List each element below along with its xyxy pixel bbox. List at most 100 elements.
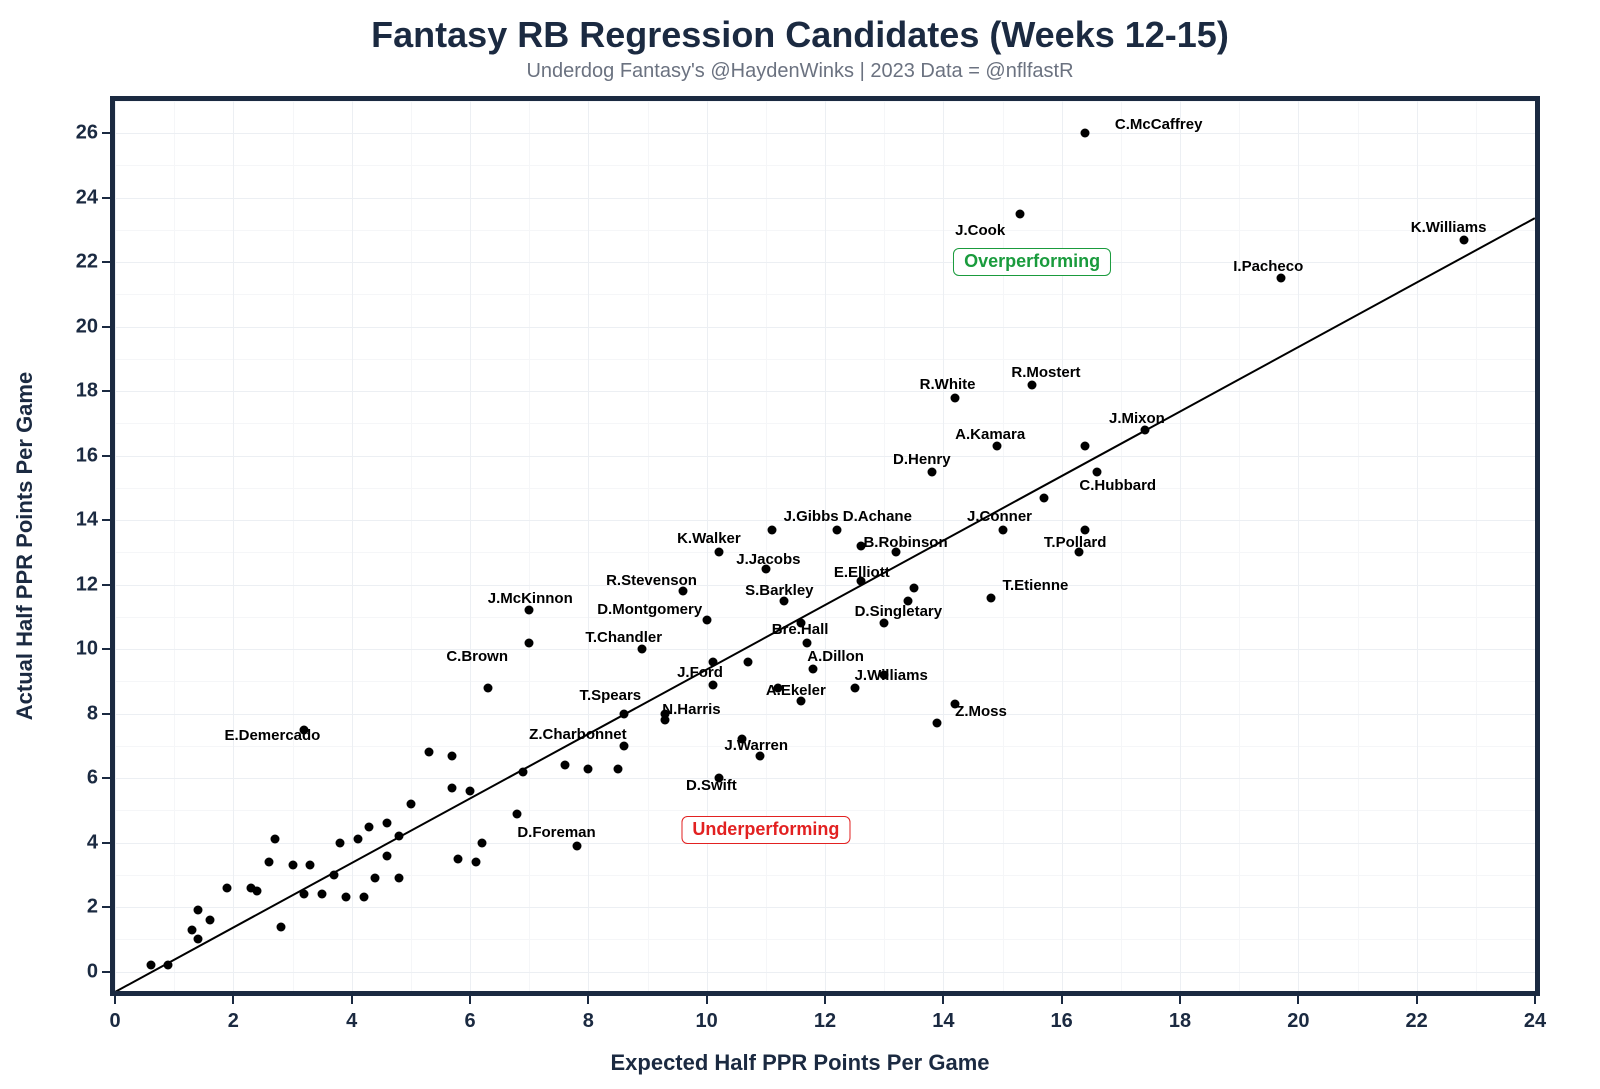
scatter-point [306, 861, 315, 870]
y-tick-mark [102, 971, 110, 973]
scatter-point [383, 851, 392, 860]
scatter-point [637, 645, 646, 654]
scatter-point [477, 838, 486, 847]
scatter-point [1039, 493, 1048, 502]
x-tick-mark [351, 996, 353, 1004]
chart-subtitle: Underdog Fantasy's @HaydenWinks | 2023 D… [0, 60, 1600, 83]
x-axis-title: Expected Half PPR Points Per Game [0, 1050, 1600, 1076]
annotation-box: Underperforming [681, 816, 850, 844]
x-tick-label: 6 [464, 1010, 475, 1033]
point-label: D.Henry [893, 451, 951, 468]
point-label: J.Gibbs [784, 508, 839, 525]
y-tick-mark [102, 906, 110, 908]
y-tick-label: 10 [76, 638, 98, 661]
x-tick-mark [1061, 996, 1063, 1004]
scatter-point [406, 799, 415, 808]
x-tick-label: 12 [814, 1010, 836, 1033]
gridline-vertical [1239, 101, 1240, 991]
x-tick-mark [942, 996, 944, 1004]
y-tick-mark [102, 713, 110, 715]
gridline-horizontal [115, 327, 1535, 328]
gridline-horizontal [115, 714, 1535, 715]
point-label: D.Achane [843, 508, 912, 525]
y-tick-label: 2 [87, 896, 98, 919]
scatter-point [187, 925, 196, 934]
gridline-vertical [1535, 101, 1536, 991]
x-tick-label: 24 [1524, 1010, 1546, 1033]
gridline-vertical [233, 101, 234, 991]
scatter-point [850, 683, 859, 692]
gridline-vertical [825, 101, 826, 991]
scatter-point [454, 854, 463, 863]
x-tick-mark [1534, 996, 1536, 1004]
point-label: J.Mixon [1109, 410, 1165, 427]
scatter-point [1081, 129, 1090, 138]
point-label: S.Barkley [745, 582, 813, 599]
point-label: A.Dillon [807, 648, 864, 665]
scatter-point [193, 935, 202, 944]
point-label: J.Jacobs [736, 551, 800, 568]
gridline-vertical [588, 101, 589, 991]
chart-title: Fantasy RB Regression Candidates (Weeks … [0, 14, 1600, 56]
point-label: D.Foreman [517, 824, 595, 841]
scatter-point [708, 680, 717, 689]
y-tick-mark [102, 326, 110, 328]
y-tick-mark [102, 584, 110, 586]
point-label: T.Pollard [1044, 534, 1107, 551]
scatter-point [288, 861, 297, 870]
gridline-vertical [648, 101, 649, 991]
gridline-horizontal [115, 456, 1535, 457]
scatter-point [300, 890, 309, 899]
scatter-point [335, 838, 344, 847]
x-tick-mark [232, 996, 234, 1004]
scatter-point [471, 858, 480, 867]
x-tick-mark [469, 996, 471, 1004]
gridline-horizontal [115, 391, 1535, 392]
point-label: B.Robinson [863, 534, 947, 551]
scatter-point [809, 664, 818, 673]
x-tick-mark [706, 996, 708, 1004]
y-tick-label: 18 [76, 380, 98, 403]
y-tick-label: 24 [76, 186, 98, 209]
y-tick-label: 6 [87, 767, 98, 790]
gridline-vertical [174, 101, 175, 991]
gridline-horizontal [115, 262, 1535, 263]
gridline-horizontal [115, 133, 1535, 134]
scatter-point [613, 764, 622, 773]
y-tick-label: 26 [76, 122, 98, 145]
scatter-point [513, 809, 522, 818]
x-tick-mark [1179, 996, 1181, 1004]
point-label: D.Singletary [855, 603, 943, 620]
x-tick-mark [114, 996, 116, 1004]
scatter-point [341, 893, 350, 902]
scatter-point [525, 606, 534, 615]
point-label: T.Etienne [1003, 577, 1069, 594]
gridline-vertical [115, 101, 116, 991]
scatter-point [525, 638, 534, 647]
scatter-point [1460, 235, 1469, 244]
point-label: R.White [920, 376, 976, 393]
point-label: J.Ford [677, 664, 723, 681]
y-tick-label: 14 [76, 509, 98, 532]
point-label: C.McCaffrey [1115, 116, 1203, 133]
point-label: N.Harris [662, 701, 720, 718]
x-tick-label: 10 [696, 1010, 718, 1033]
scatter-point [619, 709, 628, 718]
y-tick-mark [102, 842, 110, 844]
scatter-point [223, 883, 232, 892]
scatter-point [270, 835, 279, 844]
y-tick-mark [102, 390, 110, 392]
scatter-point [1081, 442, 1090, 451]
y-tick-mark [102, 777, 110, 779]
point-label: K.Walker [677, 530, 741, 547]
point-label: R.Mostert [1011, 364, 1080, 381]
scatter-point [909, 583, 918, 592]
scatter-point [998, 525, 1007, 534]
point-label: T.Spears [579, 687, 641, 704]
point-label: D.Swift [686, 777, 737, 794]
y-tick-mark [102, 519, 110, 521]
scatter-point [253, 887, 262, 896]
y-tick-mark [102, 197, 110, 199]
scatter-point [146, 961, 155, 970]
scatter-point [560, 761, 569, 770]
